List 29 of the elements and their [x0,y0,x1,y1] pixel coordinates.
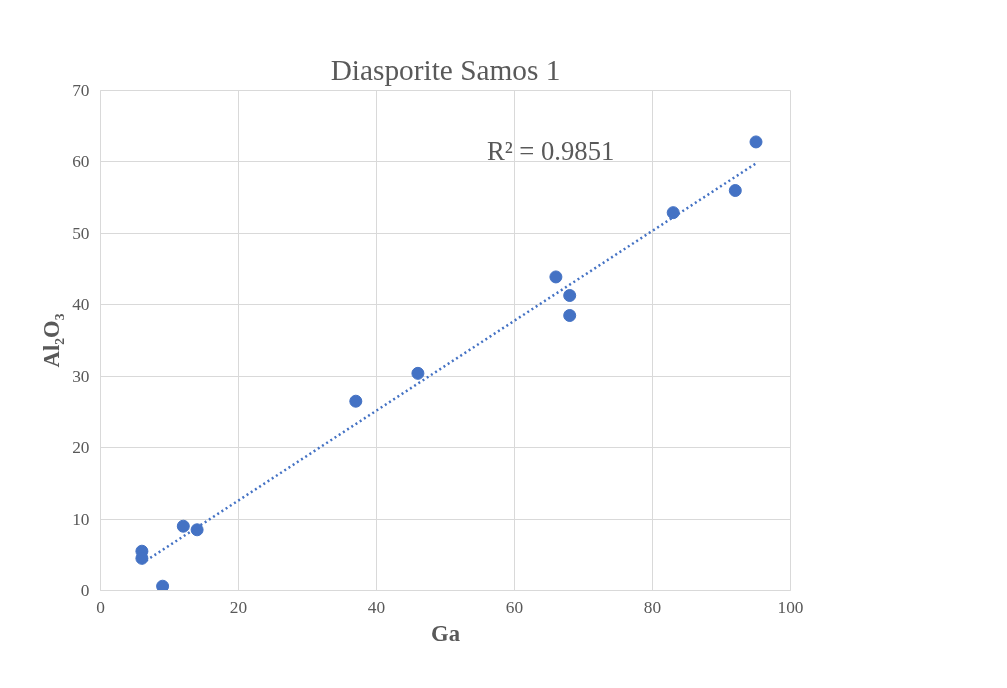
point [549,270,563,284]
point [349,394,363,408]
chart-title: Diasporite Samos 1 [330,53,561,86]
point [749,135,763,149]
y-tick-label: 10 [72,509,90,529]
x-tick-label: 40 [367,597,386,617]
x-tick-label: 60 [505,597,524,617]
point [156,579,170,591]
point [563,309,577,322]
y-axis-title: Al₂O₃ [39,313,65,368]
x-tick-label: 80 [643,597,662,617]
point [563,289,577,302]
point [728,184,742,197]
y-tick-label: 20 [72,438,90,458]
annotation: R² = 0.9851 [486,135,615,166]
y-tick-label: 0 [80,581,90,600]
y-tick-label: 40 [72,295,90,315]
point [666,206,680,220]
x-axis-title: Ga [431,620,460,646]
y-tick-label: 30 [72,366,90,386]
point [176,519,190,533]
point [411,366,425,380]
y-tick-label: 50 [72,223,90,243]
x-tick-label: 20 [229,597,248,617]
x-tick-label: 100 [777,597,804,617]
x-tick-label: 0 [96,597,105,617]
y-tick-label: 70 [72,81,90,100]
y-tick-label: 60 [72,152,90,172]
point [190,523,204,537]
